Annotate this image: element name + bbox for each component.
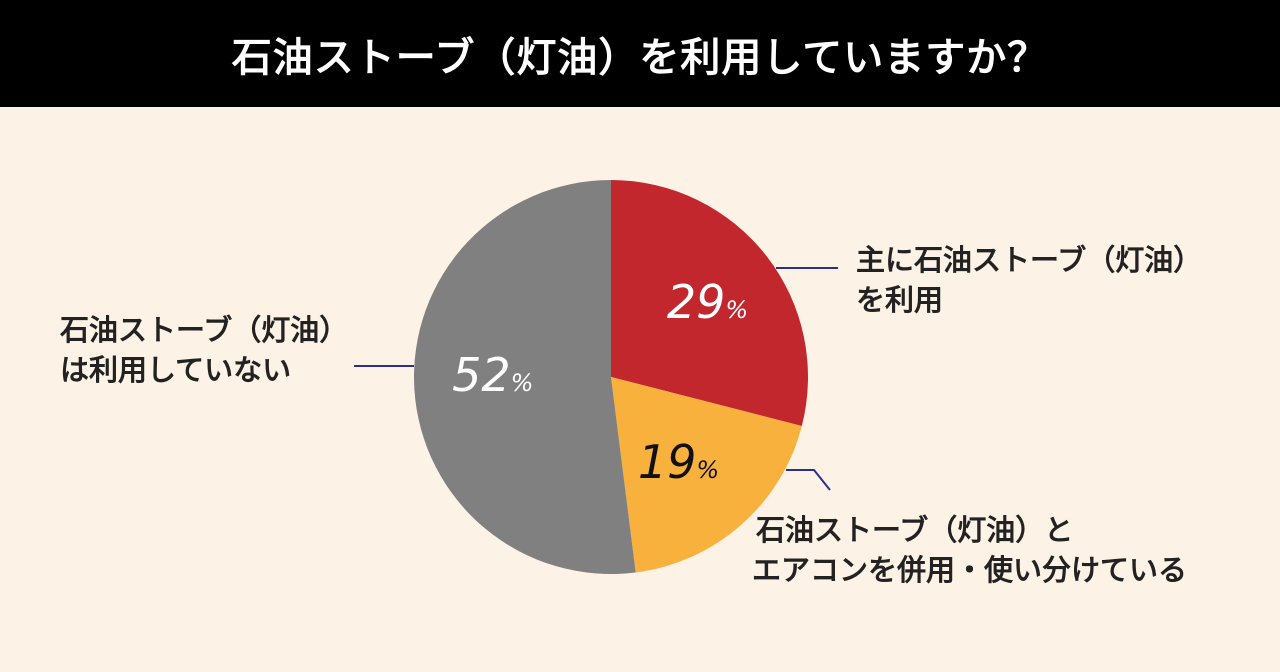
value-label-combined-use: 19% bbox=[638, 435, 719, 489]
leader-line-combined-use bbox=[786, 469, 831, 491]
pie-slice-not-used bbox=[413, 180, 636, 575]
slice-label-not-used: 石油ストーブ（灯油） は利用していない bbox=[60, 313, 349, 387]
value-label-not-used: 52% bbox=[452, 348, 533, 402]
pie-slice-main-kerosene bbox=[611, 180, 808, 426]
pie-slice-combined-use bbox=[611, 377, 802, 573]
slice-label-combined-use: 石油ストーブ（灯油）と エアコンを併用・使い分けている bbox=[752, 513, 1188, 587]
value-label-main-kerosene: 29% bbox=[667, 275, 748, 329]
chart-title: 石油ストーブ（灯油）を利用していますか？ bbox=[231, 34, 1049, 81]
slice-label-main-kerosene: 主に石油ストーブ（灯油） を利用 bbox=[856, 243, 1203, 317]
title-bar: 石油ストーブ（灯油）を利用していますか？ bbox=[0, 0, 1280, 107]
